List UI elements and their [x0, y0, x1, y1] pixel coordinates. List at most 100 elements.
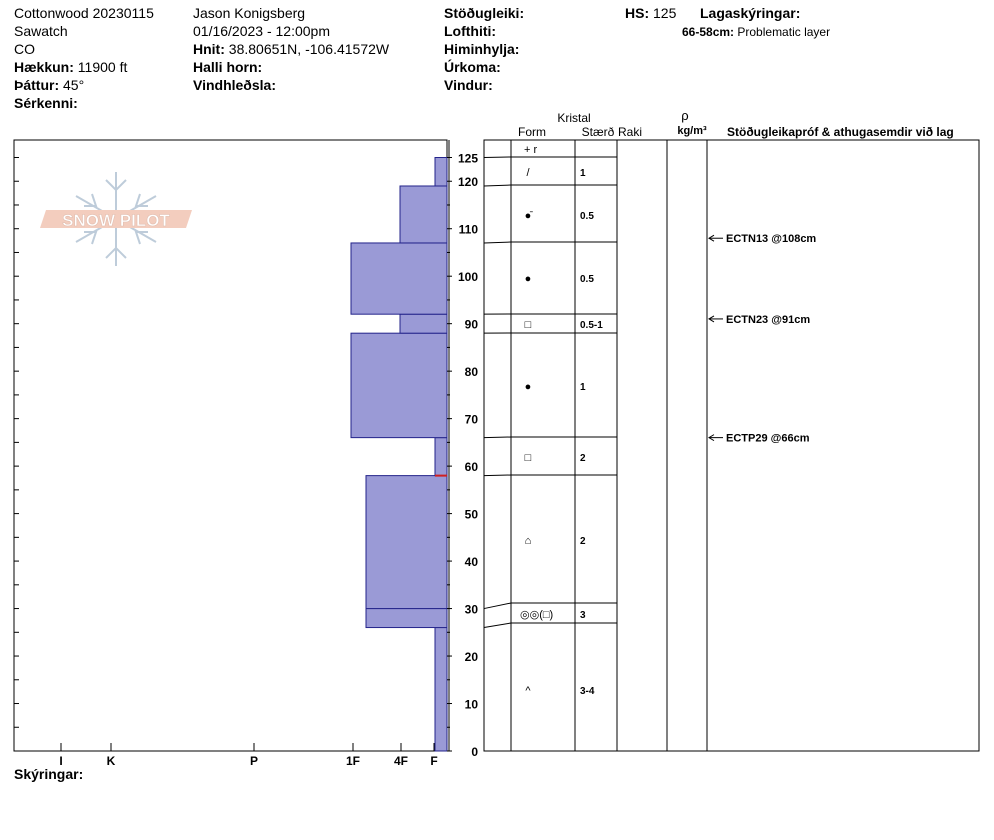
hardness-bar	[350, 242, 448, 315]
stability-label: Stöðugleiki:	[444, 5, 525, 21]
hs-label: HS:	[625, 5, 650, 21]
state: CO	[14, 41, 35, 57]
surface-form-symbol: + r	[524, 144, 537, 156]
elevation: Hækkun: 11900 ft	[14, 58, 127, 76]
hardness-bar	[434, 627, 448, 752]
precipitation-label: Úrkoma:	[444, 59, 501, 75]
hardness-tick-label: 4F	[394, 754, 408, 768]
wind-loading-label: Vindhleðsla:	[193, 77, 276, 93]
depth-tick-label: 40	[465, 555, 479, 569]
depth-tick-label: 125	[458, 152, 478, 166]
date-time: 01/16/2023 - 12:00pm	[193, 23, 330, 39]
test-arrow-head	[708, 315, 715, 323]
layer-note-range: 66-58cm:	[682, 25, 735, 39]
logo-text: SNOW PILOT	[62, 211, 170, 230]
coordinates-value: 38.80651N, -106.41572W	[228, 41, 390, 57]
depth-connector	[483, 622, 512, 629]
grain-size-value: 0.5	[580, 211, 594, 222]
coordinates: Hnit: 38.80651N, -106.41572W	[193, 40, 389, 58]
grain-form-symbol: ●̄	[525, 210, 534, 222]
hardness-tick-label: P	[250, 754, 258, 768]
hs-value: 125	[653, 5, 677, 21]
stability-tests: ECTN13 @108cm ECTN23 @91cm ECTP29 @66cm	[708, 233, 816, 445]
slope-angle-label: Halli horn:	[193, 59, 263, 75]
grain-form-symbol: ●	[525, 273, 532, 285]
hardness-tick-label: I	[59, 754, 62, 768]
layer-note: 66-58cm: Problematic layer	[682, 23, 830, 41]
hardness-axis: I K P 1F 4F F	[59, 743, 438, 768]
hardness-plot	[13, 139, 448, 752]
depth-connector	[483, 474, 512, 477]
mountain-range: Sawatch	[14, 23, 68, 39]
wind-label: Vindur:	[444, 77, 493, 93]
stability-test-label: ECTP29 @66cm	[726, 433, 810, 445]
observer: Jason Konigsberg	[193, 5, 306, 21]
aspect-label: Þáttur:	[14, 77, 60, 93]
stability-test-label: ECTN23 @91cm	[726, 314, 810, 326]
grain-form-symbol: ◎◎(□)	[520, 609, 553, 621]
hardness-bar	[365, 608, 448, 629]
stability-comments-header: Stöðugleikapróf & athugasemdir við lag	[727, 125, 954, 139]
depth-tick-label: 110	[459, 223, 479, 237]
hardness-bar	[434, 437, 448, 477]
hardness-tick-label: F	[430, 754, 437, 768]
elevation-value: 11900 ft	[77, 59, 128, 75]
stability-test-label: ECTN13 @108cm	[726, 233, 816, 245]
sky-cover-label: Himinhylja:	[444, 41, 520, 57]
snow-height: HS: 125	[625, 4, 676, 22]
depth-tick-label: 70	[465, 413, 479, 427]
hardness-tick-label: K	[107, 754, 116, 768]
depth-connector	[483, 156, 512, 158]
crystal-header: Kristal	[557, 111, 590, 125]
grain-form-symbol: ^	[525, 685, 531, 697]
grain-size-value: 3-4	[580, 686, 595, 697]
table-frame	[483, 139, 980, 752]
depth-tick-label: 30	[465, 603, 479, 617]
site-name: Cottonwood 20230115	[14, 5, 154, 21]
grain-size-value: 2	[580, 453, 586, 464]
grain-size-value: 0.5-1	[580, 320, 603, 331]
grain-size-value: 3	[580, 610, 586, 621]
layer-note-text: Problematic layer	[737, 25, 831, 39]
moisture-header: Raki	[618, 125, 642, 139]
depth-tick-label: 50	[465, 508, 479, 522]
depth-tick-label: 0	[471, 745, 478, 759]
grain-form-symbol: □	[525, 452, 532, 464]
density-unit: kg/m³	[677, 125, 707, 137]
hardness-bar	[399, 313, 448, 334]
aspect-value: 45°	[63, 77, 85, 93]
grain-form-symbol: /	[526, 167, 530, 179]
elevation-label: Hækkun:	[14, 59, 74, 75]
depth-connector	[483, 602, 512, 610]
hardness-bar	[350, 332, 448, 439]
depth-tick-label: 20	[465, 650, 479, 664]
aspect: Þáttur: 45°	[14, 76, 84, 94]
depth-connector	[483, 241, 512, 244]
depth-tick-label: 100	[458, 270, 478, 284]
test-arrow-head	[708, 434, 715, 442]
depth-connector	[483, 184, 512, 187]
depth-axis: 0 10 20 30 40 50 60 70 80 90 100 110 120 125	[447, 140, 478, 759]
depth-connector	[483, 436, 512, 439]
hardness-bar	[434, 157, 448, 187]
depth-tick-label: 90	[465, 318, 479, 332]
air-temp-label: Lofthiti:	[444, 23, 497, 39]
depth-tick-label: 10	[465, 698, 479, 712]
grain-form-symbol: ⌂	[525, 535, 532, 547]
features-label: Sérkenni:	[14, 95, 78, 111]
snowpilot-logo: SNOW PILOT	[40, 172, 192, 266]
grain-size-value: 2	[580, 536, 586, 547]
hardness-bar	[365, 475, 448, 610]
grain-form-symbol: ●	[525, 381, 532, 393]
size-header: Stærð	[582, 125, 615, 139]
coordinates-label: Hnit:	[193, 41, 225, 57]
grain-size-value: 0.5	[580, 274, 594, 285]
density-symbol: ρ	[681, 108, 688, 123]
layer-table: + r ^ 3-4 ◎◎(□) 3 ⌂ 2 □ 2 ● 1 □ 0.5-1 ● 0.5 ●̄ 0.5 / 1	[483, 139, 980, 752]
layer-notes-label: Lagaskýringar:	[700, 5, 801, 21]
depth-tick-label: 60	[465, 460, 479, 474]
test-arrow-head	[708, 234, 715, 242]
grain-form-symbol: □	[525, 319, 532, 331]
hardness-bar	[399, 185, 448, 244]
